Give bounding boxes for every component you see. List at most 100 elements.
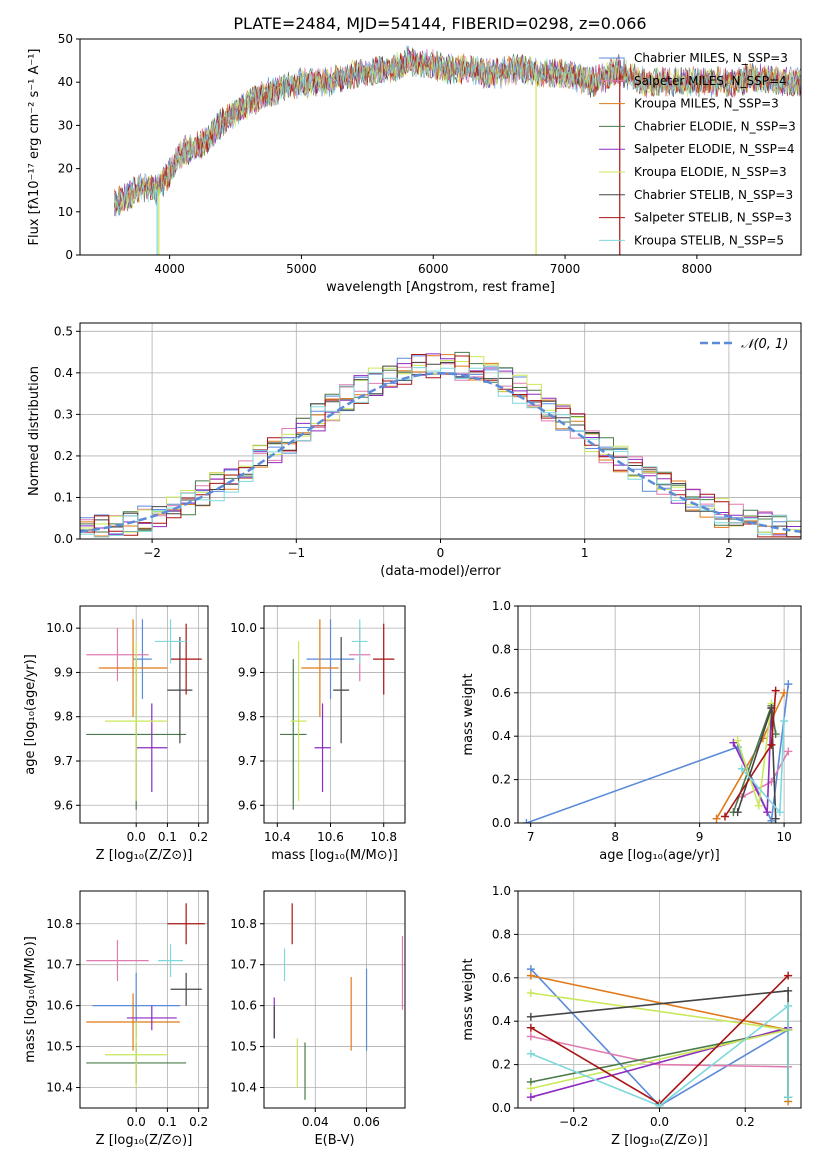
plot-area bbox=[86, 903, 205, 1088]
axes-border bbox=[79, 605, 209, 824]
data-point-marker bbox=[784, 971, 793, 980]
histogram-series bbox=[80, 353, 801, 536]
plot-area bbox=[80, 351, 801, 538]
y-tick-label: 9.9 bbox=[54, 665, 73, 679]
y-axis-label: mass weight bbox=[461, 958, 476, 1040]
y-tick-label: 10.8 bbox=[46, 917, 73, 931]
x-axis-label: Z [log₁₀(Z/Z⊙)] bbox=[96, 848, 193, 863]
y-tick-label: 1.0 bbox=[492, 884, 511, 898]
x-tick-label: 0.04 bbox=[302, 1115, 329, 1129]
legend-label: Kroupa ELODIE, N_SSP=3 bbox=[634, 165, 787, 179]
x-tick-label: 0.1 bbox=[158, 1115, 177, 1129]
data-point-marker bbox=[771, 814, 780, 823]
data-point-marker bbox=[754, 801, 763, 810]
y-tick-label: 0.4 bbox=[492, 729, 511, 743]
y-axis-label: age [log₁₀(age/yr)] bbox=[23, 654, 38, 775]
y-tick-label: 10.5 bbox=[46, 1040, 73, 1054]
histogram-series bbox=[80, 356, 801, 538]
y-axis-label: Normed distribution bbox=[27, 366, 42, 496]
y-axis-label: mass [log₁₀(M/M⊙)] bbox=[23, 936, 38, 1063]
data-point-marker bbox=[767, 816, 776, 823]
axes-border bbox=[517, 605, 802, 824]
y-tick-label: 10.0 bbox=[230, 621, 257, 635]
x-axis-label: (data-model)/error bbox=[380, 564, 501, 579]
axes-frame: 7 8 9 10 0.0 0.2 0.4 0.6 0.8 1.0 age [log₁₀(age/yr… bbox=[461, 599, 802, 863]
data-point-marker bbox=[733, 736, 742, 745]
y-tick-label: 0 bbox=[65, 248, 73, 262]
legend: 𝒩(0, 1) bbox=[700, 337, 788, 352]
panel-age-vs-z: 0.0 0.1 0.2 9.6 9.7 9.8 9.9 10.0 Z [log₁₀(Z/Z⊙)]… bbox=[23, 605, 209, 863]
panel-mass-vs-ebv: 0.04 0.06 10.4 10.5 10.6 10.7 10.8 E(B-V) bbox=[230, 890, 406, 1148]
y-tick-label: 10.0 bbox=[46, 621, 73, 635]
y-tick-label: 9.8 bbox=[54, 710, 73, 724]
data-point-marker bbox=[729, 738, 738, 747]
legend: Chabrier MILES, N_SSP=3 Salpeter MILES, N… bbox=[599, 51, 796, 247]
data-point-marker bbox=[784, 680, 793, 689]
data-point-marker bbox=[771, 686, 780, 695]
panel-mass-weight-vs-age: 7 8 9 10 0.0 0.2 0.4 0.6 0.8 1.0 age [log₁₀(age/yr… bbox=[461, 599, 802, 863]
y-tick-label: 1.0 bbox=[492, 599, 511, 613]
data-point-marker bbox=[522, 819, 531, 823]
x-tick-label: 0.1 bbox=[158, 830, 177, 844]
x-tick-label: 6000 bbox=[418, 262, 449, 276]
x-tick-label: 10.8 bbox=[370, 830, 397, 844]
y-tick-label: 9.6 bbox=[238, 798, 257, 812]
axes-border bbox=[263, 890, 406, 1109]
y-tick-label: 10.5 bbox=[230, 1040, 257, 1054]
data-point-marker bbox=[526, 971, 535, 980]
x-tick-label: 0.2 bbox=[189, 830, 208, 844]
x-tick-label: 0.06 bbox=[353, 1115, 380, 1129]
panel-mass-weight-vs-z: −0.2 0.0 0.2 0.0 0.2 0.4 0.6 0.8 1.0 Z [log₁₀(Z/Z… bbox=[461, 884, 802, 1148]
y-tick-label: 0.4 bbox=[492, 1014, 511, 1028]
axes-frame: 0.0 0.1 0.2 10.4 10.5 10.6 10.7 10.8 Z [log₁₀(Z/… bbox=[23, 890, 209, 1148]
x-tick-label: 10.6 bbox=[317, 830, 344, 844]
x-axis-label: E(B-V) bbox=[314, 1133, 354, 1148]
y-tick-label: 0.4 bbox=[54, 366, 73, 380]
x-axis-label: wavelength [Angstrom, rest frame] bbox=[326, 280, 555, 295]
x-tick-label: 10 bbox=[776, 830, 791, 844]
axes-border bbox=[79, 38, 802, 256]
mass-weight-series-line bbox=[530, 1004, 789, 1107]
x-tick-label: 8000 bbox=[682, 262, 713, 276]
x-tick-label: 7 bbox=[527, 830, 535, 844]
data-point-marker bbox=[775, 808, 784, 817]
mass-weight-series-line bbox=[526, 684, 790, 823]
data-point-marker bbox=[737, 764, 746, 773]
y-tick-label: 0.0 bbox=[492, 816, 511, 830]
plot-area bbox=[273, 903, 404, 1100]
histogram-series bbox=[80, 354, 801, 538]
panel-age-vs-mass: 10.4 10.6 10.8 9.6 9.7 9.8 9.9 10.0 mass [log₁₀(… bbox=[230, 605, 406, 863]
y-tick-label: 0.2 bbox=[492, 1058, 511, 1072]
data-point-marker bbox=[763, 808, 772, 817]
y-tick-label: 10.6 bbox=[46, 999, 73, 1013]
axes-border bbox=[263, 605, 406, 824]
y-tick-label: 50 bbox=[58, 32, 73, 46]
data-point-marker bbox=[784, 1002, 793, 1011]
y-tick-label: 9.9 bbox=[238, 665, 257, 679]
legend-label: Salpeter STELIB, N_SSP=3 bbox=[634, 211, 792, 225]
y-tick-label: 0.0 bbox=[492, 1101, 511, 1115]
y-tick-label: 0.6 bbox=[492, 686, 511, 700]
plot-area bbox=[279, 619, 395, 810]
x-tick-label: −1 bbox=[287, 546, 305, 560]
axes-frame: −2 −1 0 1 2 0.0 0.1 0.2 0.3 0.4 0.5 (data-model)/er… bbox=[27, 322, 802, 579]
panels: 4000 5000 6000 7000 800001020304050wavelengt… bbox=[23, 32, 802, 1148]
x-tick-label: 2 bbox=[725, 546, 733, 560]
x-tick-label: 0.2 bbox=[736, 1115, 755, 1129]
data-point-marker bbox=[526, 1084, 535, 1093]
y-tick-label: 10.7 bbox=[230, 958, 257, 972]
x-tick-label: 4000 bbox=[154, 262, 185, 276]
y-tick-label: 10.7 bbox=[46, 958, 73, 972]
x-tick-label: 0 bbox=[437, 546, 445, 560]
x-axis-label: age [log₁₀(age/yr)] bbox=[599, 848, 720, 863]
x-tick-label: −2 bbox=[143, 546, 161, 560]
x-axis-label: Z [log₁₀(Z/Z⊙)] bbox=[96, 1133, 193, 1148]
normal-curve bbox=[80, 372, 801, 533]
data-point-marker bbox=[526, 1032, 535, 1041]
axes-frame: 10.4 10.6 10.8 9.6 9.7 9.8 9.9 10.0 mass [log₁₀(… bbox=[230, 605, 406, 863]
x-tick-label: 0.0 bbox=[127, 1115, 146, 1129]
data-point-marker bbox=[767, 740, 776, 749]
histogram-series bbox=[80, 361, 801, 538]
panel-mass-vs-z: 0.0 0.1 0.2 10.4 10.5 10.6 10.7 10.8 Z [log₁₀(Z/… bbox=[23, 890, 209, 1148]
y-tick-label: 0.8 bbox=[492, 642, 511, 656]
